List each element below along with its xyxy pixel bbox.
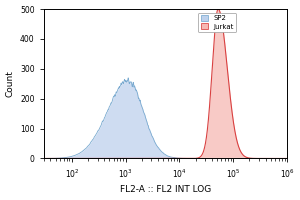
X-axis label: FL2-A :: FL2 INT LOG: FL2-A :: FL2 INT LOG — [120, 185, 211, 194]
Legend: SP2, Jurkat: SP2, Jurkat — [198, 13, 236, 32]
Y-axis label: Count: Count — [6, 70, 15, 97]
